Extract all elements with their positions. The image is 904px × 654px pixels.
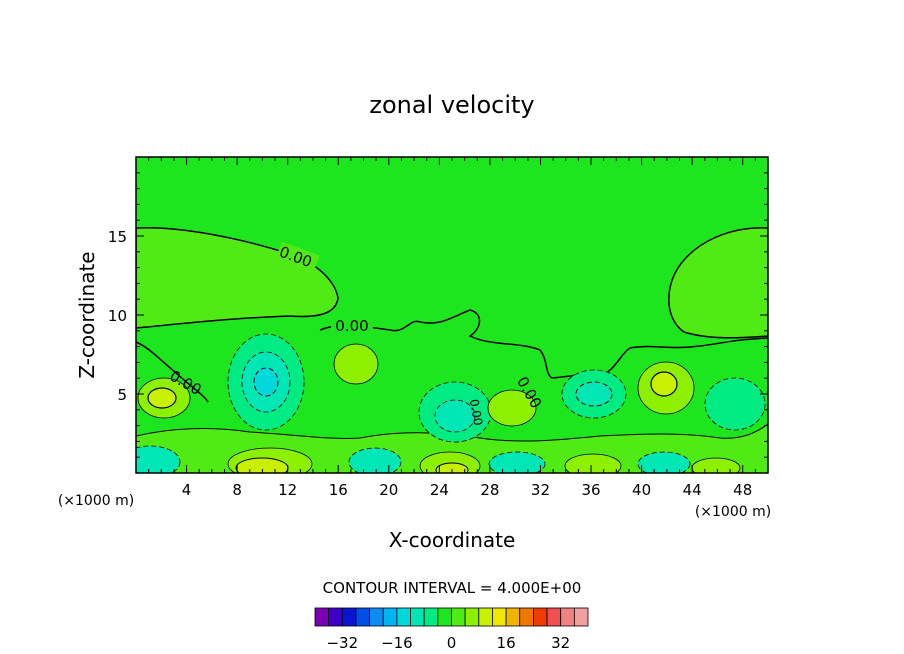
colorbar-swatch [382,607,398,627]
colorbar-swatch [546,607,562,627]
zero-contour-left [136,341,209,403]
x-tick-label: 44 [683,481,702,499]
colorbar-swatch [478,607,493,627]
contour-label: 0.00 [335,317,368,335]
contour-label: 0.00 [467,398,485,427]
colorbar-swatch [505,607,521,627]
axis-ticks [136,157,768,473]
colorbar-swatch [573,607,589,627]
colorbar-tick-label: −16 [381,634,413,652]
y-tick-label: 10 [108,307,127,325]
upper-positive-right [668,227,768,339]
colorbar-tick-label: 32 [551,634,570,652]
x-tick-label: 12 [278,481,297,499]
colorbar-tick-label: −32 [326,634,358,652]
x-tick-label: 24 [430,481,449,499]
colorbar [314,607,589,627]
x-tick-label: 48 [733,481,752,499]
x-tick-label: 28 [480,481,499,499]
colorbar-swatch [369,607,384,627]
y-tick-label: 5 [117,386,127,404]
y-axis-label: Z-coordinate [75,251,99,378]
colorbar-swatch [355,607,371,627]
colorbar-swatch [560,607,575,627]
colorbar-swatch [437,607,452,627]
colorbar-swatch [519,607,534,627]
colorbar-labels: −32 −16 0 16 32 [326,634,570,652]
colorbar-tick-label: 0 [447,634,457,652]
colorbar-swatch [533,607,548,627]
x-end-unit: (×1000 m) [695,504,771,520]
colorbar-swatch [492,607,507,627]
colorbar-tick-label: 16 [497,634,516,652]
colorbar-swatch [464,607,480,627]
x-tick-labels: 4 8 12 16 20 24 28 32 36 40 44 48 [182,481,752,499]
colorbar-swatch [341,607,357,627]
contour-interval-label: CONTOUR INTERVAL = 4.000E+00 [323,579,582,597]
upper-positive-left [136,227,339,329]
x-tick-label: 40 [632,481,651,499]
x-tick-label: 4 [182,481,192,499]
colorbar-swatch [314,607,330,627]
x-tick-label: 16 [329,481,348,499]
colorbar-swatch [396,607,411,627]
x-origin-unit: (×1000 m) [58,493,134,509]
x-tick-label: 20 [379,481,398,499]
colorbar-swatch [328,607,343,627]
zero-contour-middle [319,309,768,379]
positive-eddies [137,343,741,473]
plot-area: 0.00 0.00 0.00 0.00 0.00 [136,157,768,473]
x-tick-label: 36 [581,481,600,499]
x-axis-label: X-coordinate [389,528,516,552]
y-tick-label: 15 [108,228,127,246]
colorbar-swatch [423,607,439,627]
x-tick-label: 8 [232,481,242,499]
chart-title: zonal velocity [369,91,534,119]
colorbar-swatch [410,607,425,627]
y-tick-labels: 5 10 15 [108,228,127,404]
x-tick-label: 32 [531,481,550,499]
colorbar-swatch [451,607,466,627]
